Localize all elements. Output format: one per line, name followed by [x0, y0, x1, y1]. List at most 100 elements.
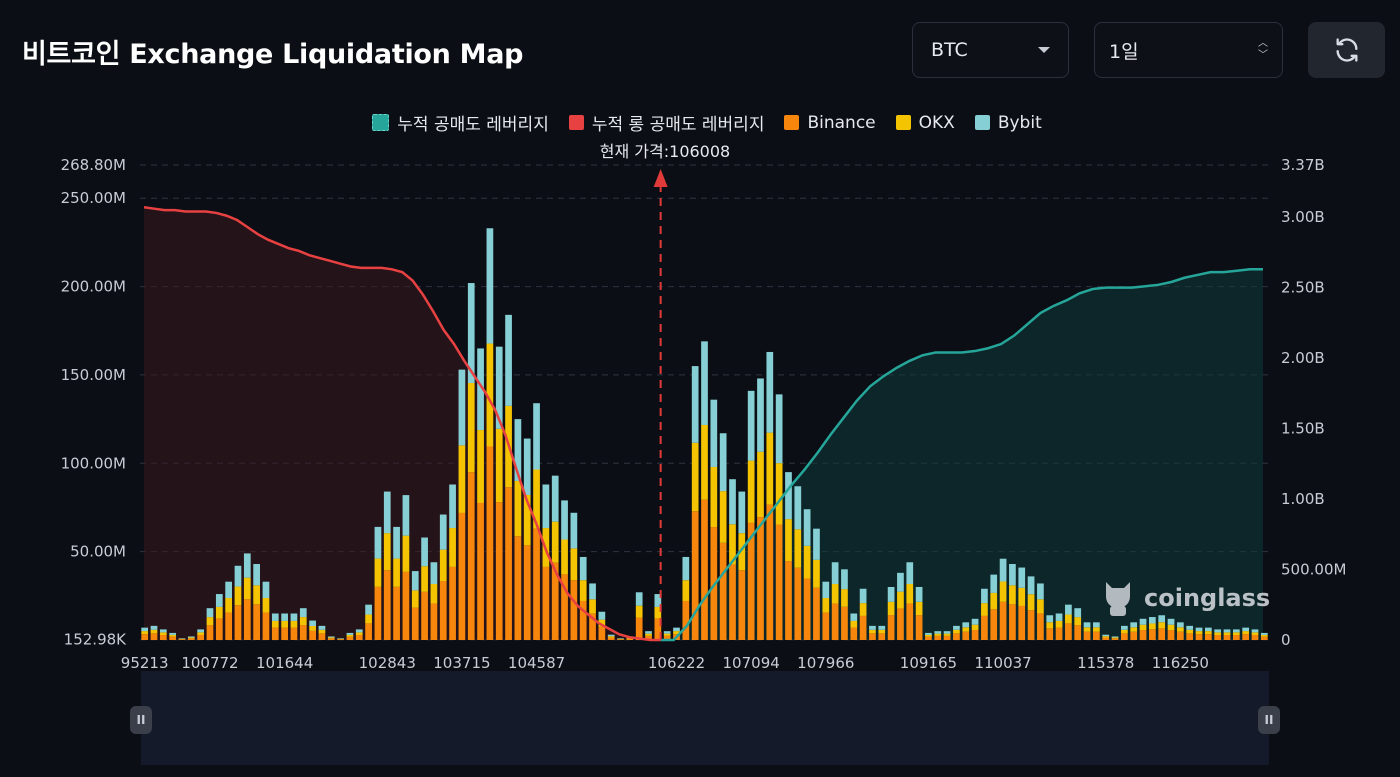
bar-okx	[850, 620, 858, 628]
bar-bybit	[1046, 615, 1054, 623]
coinglass-logo-icon	[1106, 582, 1130, 616]
bar-binance	[402, 571, 410, 640]
bar-okx	[187, 637, 195, 639]
bar-bybit	[299, 608, 307, 618]
bar-okx	[290, 620, 298, 628]
bar-binance	[887, 615, 895, 640]
bar-binance	[766, 504, 774, 640]
legend-item-okx[interactable]: OKX	[895, 110, 955, 135]
x-axis-tick: 107966	[797, 654, 854, 672]
bar-okx	[1214, 632, 1222, 636]
bar-okx	[719, 491, 727, 543]
bar-okx	[253, 585, 260, 605]
bar-binance	[561, 574, 568, 640]
right-axis-tick: 1.50B	[1281, 420, 1325, 438]
bar-okx	[1167, 624, 1175, 631]
bar-bybit	[607, 634, 615, 637]
bar-bybit	[1027, 576, 1035, 595]
bar-binance	[1214, 635, 1222, 640]
refresh-icon	[1336, 38, 1357, 62]
bar-okx	[402, 535, 410, 572]
bar-bybit	[505, 314, 512, 406]
bar-binance	[1083, 631, 1091, 640]
range-slider-right-handle[interactable]: II	[1258, 706, 1280, 734]
bar-okx	[635, 605, 643, 618]
bar-okx	[1009, 585, 1016, 605]
current-price-arrow	[653, 169, 668, 187]
bar-okx	[813, 559, 820, 588]
bar-bybit	[169, 632, 177, 635]
bar-okx	[439, 549, 447, 582]
bar-binance	[785, 561, 792, 640]
coin-select[interactable]: BTC	[912, 22, 1069, 78]
bar-binance	[178, 639, 186, 640]
bar-binance	[701, 499, 708, 640]
bar-bybit	[710, 399, 718, 467]
bar-bybit	[141, 627, 149, 632]
bar-okx	[906, 584, 914, 604]
bar-okx	[617, 638, 624, 640]
bar-bybit	[859, 588, 867, 604]
bar-bybit	[243, 553, 251, 578]
x-axis-tick: 95213	[121, 654, 169, 672]
bar-bybit	[439, 514, 447, 550]
bar-okx	[990, 592, 998, 610]
bar-okx	[673, 631, 680, 635]
range-slider-track[interactable]	[141, 671, 1269, 765]
bar-binance	[869, 633, 876, 640]
bar-okx	[514, 480, 522, 537]
bar-bybit	[617, 638, 624, 639]
bar-binance	[1251, 635, 1259, 640]
x-axis-tick: 106222	[648, 654, 705, 672]
bar-okx	[831, 584, 839, 604]
bar-bybit	[1037, 583, 1044, 600]
bar-okx	[1111, 637, 1119, 639]
bar-bybit	[290, 613, 298, 621]
bar-binance	[841, 606, 848, 640]
bar-bybit	[990, 574, 998, 593]
bar-bybit	[253, 564, 260, 586]
bar-bybit	[1167, 618, 1175, 625]
timeframe-select[interactable]: 1일 ︿ ﹀	[1094, 22, 1283, 78]
bar-binance	[598, 626, 606, 640]
bar-bybit	[691, 366, 699, 443]
legend-item-short-cum[interactable]: 누적 공매도 레버리지	[372, 110, 549, 135]
legend-item-bybit[interactable]: Bybit	[974, 110, 1042, 135]
bar-binance	[971, 630, 979, 640]
legend-item-long-cum[interactable]: 누적 롱 공매도 레버리지	[568, 110, 764, 135]
bar-bybit	[234, 565, 242, 587]
bar-bybit	[561, 500, 568, 540]
bar-binance	[1102, 637, 1110, 640]
bar-bybit	[178, 638, 186, 639]
bar-bybit	[682, 556, 690, 581]
bar-okx	[794, 529, 802, 568]
bar-bybit	[1214, 629, 1222, 633]
bar-okx	[999, 581, 1007, 602]
bar-okx	[1195, 631, 1203, 635]
chevron-down-icon	[1038, 47, 1050, 53]
bar-binance	[271, 627, 279, 640]
bar-okx	[411, 590, 419, 608]
bar-okx	[141, 631, 149, 635]
left-axis-tick: 200.00M	[61, 278, 126, 296]
bar-bybit	[878, 625, 886, 630]
short-cum-line	[660, 268, 1263, 642]
bar-okx	[570, 548, 578, 581]
bar-okx	[691, 442, 699, 512]
legend-item-binance[interactable]: Binance	[784, 110, 876, 135]
bar-okx	[421, 566, 428, 592]
bar-bybit	[1204, 627, 1212, 632]
bar-binance	[141, 634, 149, 640]
bar-okx	[981, 603, 988, 616]
refresh-button[interactable]	[1308, 22, 1385, 78]
bar-binance	[1130, 631, 1138, 640]
range-slider-left-handle[interactable]: II	[130, 706, 152, 734]
bar-okx	[701, 424, 708, 500]
bar-bybit	[402, 495, 410, 536]
bar-okx	[841, 589, 848, 607]
x-axis-tick: 116250	[1152, 654, 1209, 672]
bar-okx	[206, 617, 214, 626]
bar-okx	[915, 601, 923, 616]
bar-okx	[365, 614, 372, 624]
